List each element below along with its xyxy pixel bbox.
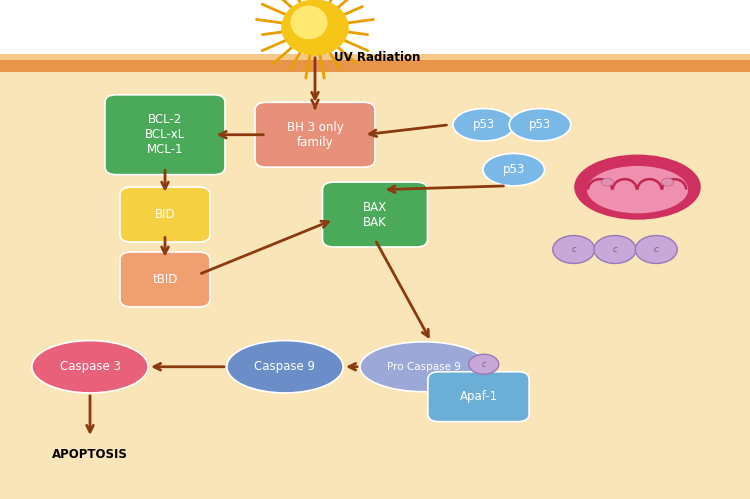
FancyBboxPatch shape (322, 182, 428, 247)
Bar (0, 60, 750, 72)
Ellipse shape (290, 5, 328, 39)
Text: c: c (482, 360, 486, 369)
Ellipse shape (281, 0, 349, 55)
Ellipse shape (576, 156, 699, 219)
Bar (0, 0, 750, 54)
Text: Apaf-1: Apaf-1 (460, 390, 497, 403)
Ellipse shape (586, 166, 688, 214)
Text: Caspase 9: Caspase 9 (254, 360, 316, 373)
Text: p53: p53 (529, 118, 551, 131)
Ellipse shape (453, 109, 514, 141)
Text: p53: p53 (472, 118, 495, 131)
Circle shape (662, 178, 674, 186)
Circle shape (469, 354, 499, 374)
Ellipse shape (226, 340, 343, 393)
Text: c: c (654, 245, 658, 254)
Ellipse shape (32, 340, 148, 393)
Text: c: c (613, 245, 617, 254)
Circle shape (635, 236, 677, 263)
Text: BAX
BAK: BAX BAK (363, 201, 387, 229)
Text: APOPTOSIS: APOPTOSIS (52, 448, 128, 461)
Circle shape (594, 236, 636, 263)
Text: BCL-2
BCL-xL
MCL-1: BCL-2 BCL-xL MCL-1 (145, 113, 185, 156)
Circle shape (553, 236, 595, 263)
Circle shape (602, 178, 613, 186)
Ellipse shape (360, 342, 488, 392)
Bar (0, 54, 750, 499)
FancyBboxPatch shape (427, 372, 530, 422)
Text: BID: BID (154, 208, 176, 221)
Text: UV Radiation: UV Radiation (334, 51, 420, 64)
Text: p53: p53 (503, 163, 525, 176)
FancyBboxPatch shape (255, 102, 375, 167)
Text: BH 3 only
family: BH 3 only family (286, 121, 344, 149)
FancyBboxPatch shape (120, 252, 210, 307)
Text: Pro Caspase 9: Pro Caspase 9 (387, 362, 460, 372)
Bar (0, 54, 750, 60)
Text: tBID: tBID (152, 273, 178, 286)
Ellipse shape (483, 154, 544, 186)
Ellipse shape (509, 109, 571, 141)
Text: Caspase 3: Caspase 3 (59, 360, 121, 373)
FancyBboxPatch shape (120, 187, 210, 242)
FancyBboxPatch shape (105, 95, 225, 175)
Text: c: c (572, 245, 576, 254)
